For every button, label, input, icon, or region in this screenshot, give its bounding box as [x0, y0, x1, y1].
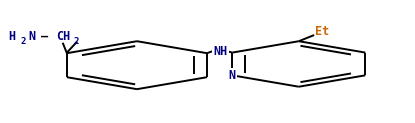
- Text: —: —: [41, 30, 48, 43]
- Text: Et: Et: [315, 25, 329, 38]
- Text: 2: 2: [74, 37, 79, 46]
- Text: N: N: [28, 30, 35, 43]
- Text: 2: 2: [21, 37, 26, 46]
- Text: H: H: [8, 30, 15, 43]
- Text: NH: NH: [213, 45, 227, 58]
- Text: N: N: [229, 69, 236, 82]
- Text: CH: CH: [56, 30, 70, 43]
